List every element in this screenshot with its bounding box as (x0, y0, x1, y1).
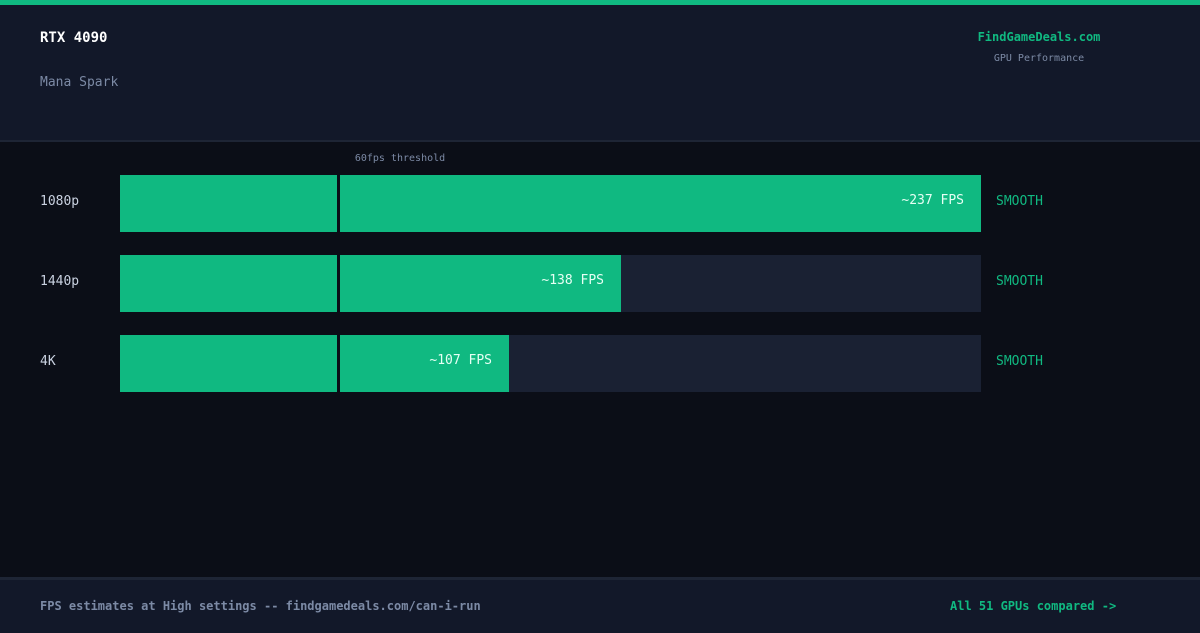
fps-bar (120, 175, 981, 232)
all-gpus-link[interactable]: All 51 GPUs compared -> (950, 599, 1117, 613)
verdict-label: SMOOTH (996, 274, 1043, 289)
footer-note: FPS estimates at High settings -- findga… (40, 599, 481, 613)
fps-value-label: ~107 FPS (429, 353, 492, 368)
threshold-line (337, 255, 340, 312)
verdict-label: SMOOTH (996, 194, 1043, 209)
top-accent-bar (0, 0, 1200, 5)
fps-bar (120, 335, 509, 392)
bar-track: ~138 FPS (120, 255, 981, 312)
threshold-line (337, 175, 340, 232)
threshold-line (337, 335, 340, 392)
brand-name[interactable]: FindGameDeals.com (977, 30, 1101, 44)
footer: FPS estimates at High settings -- findga… (0, 577, 1200, 633)
resolution-label: 4K (40, 354, 56, 369)
bar-track: ~237 FPS (120, 175, 981, 232)
brand-subtitle: GPU Performance (993, 53, 1085, 64)
fps-value-label: ~237 FPS (901, 193, 964, 208)
resolution-label: 1440p (40, 274, 80, 289)
verdict-label: SMOOTH (996, 354, 1043, 369)
game-name: Mana Spark (40, 75, 119, 90)
threshold-label: 60fps threshold (354, 153, 446, 164)
gpu-name: RTX 4090 (40, 30, 108, 46)
fps-bar (120, 255, 621, 312)
bar-track: ~107 FPS (120, 335, 981, 392)
resolution-label: 1080p (40, 194, 80, 209)
fps-value-label: ~138 FPS (541, 273, 604, 288)
header: RTX 4090 Mana Spark FindGameDeals.com GP… (0, 5, 1200, 142)
